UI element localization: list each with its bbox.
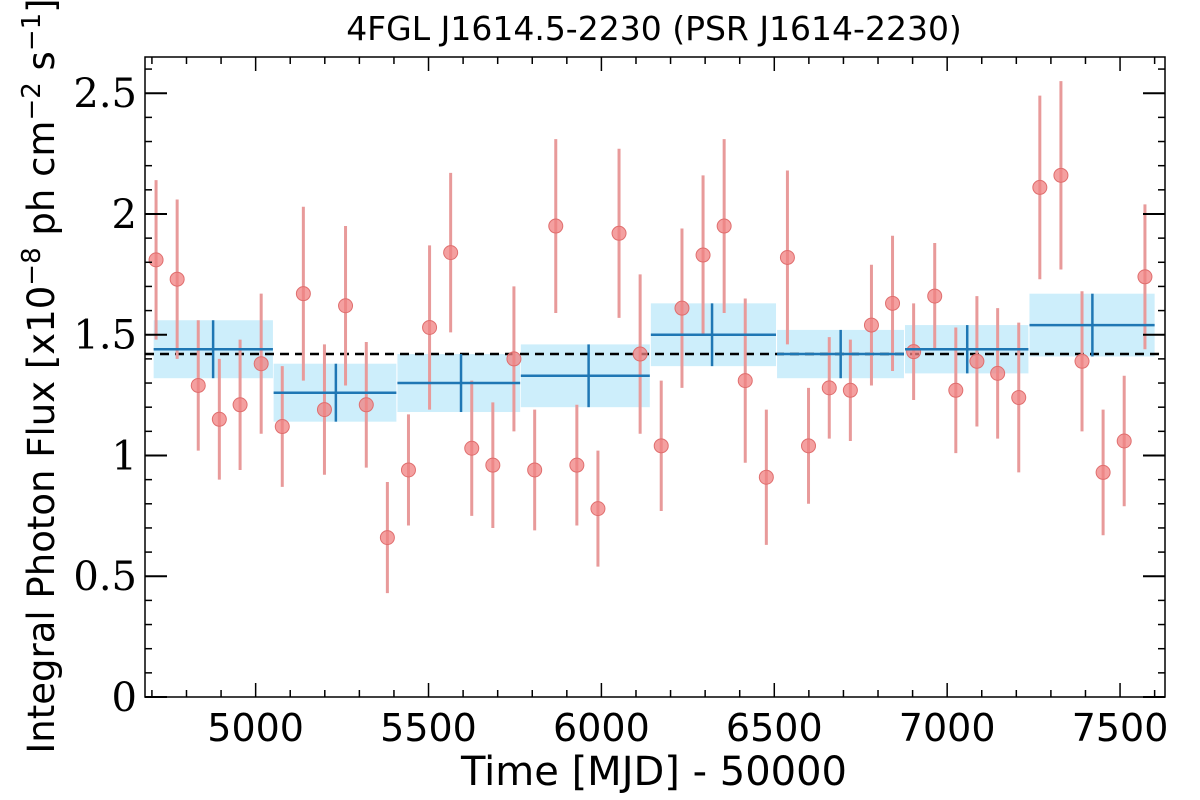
flux-point xyxy=(632,346,648,362)
flux-point xyxy=(253,356,269,372)
y-tick-label: 0.5 xyxy=(73,554,137,600)
flux-point xyxy=(1011,390,1027,406)
flux-point xyxy=(295,286,311,302)
y-axis-label-prefix: Integral Photon Flux [x10 xyxy=(20,286,63,754)
y-tick-label: 1 xyxy=(112,433,137,479)
flux-point xyxy=(464,440,480,456)
flux-point xyxy=(548,218,564,234)
flux-point xyxy=(1116,433,1132,449)
flux-point xyxy=(885,295,901,311)
chart-title: 4FGL J1614.5-2230 (PSR J1614-2230) xyxy=(346,9,962,48)
flux-point xyxy=(1032,179,1048,195)
y-axis-label: Integral Photon Flux [x10−8 ph cm−2 s−1] xyxy=(17,0,63,754)
flux-point xyxy=(758,469,774,485)
flux-point xyxy=(674,300,690,316)
flux-point xyxy=(927,288,943,304)
flux-point xyxy=(1095,464,1111,480)
x-tick-label: 7000 xyxy=(899,706,996,750)
x-tick-label: 7500 xyxy=(1072,706,1169,750)
y-axis-label-exp3: −1 xyxy=(17,13,47,51)
plot-frame xyxy=(144,56,1166,698)
flux-point xyxy=(842,382,858,398)
axes xyxy=(144,56,1166,698)
y-axis-label-exp2: −2 xyxy=(17,82,47,120)
flux-point xyxy=(716,218,732,234)
y-axis-label-suffix: ] xyxy=(20,0,63,13)
flux-point xyxy=(969,353,985,369)
flux-point xyxy=(1137,269,1153,285)
binned-flux-series xyxy=(153,293,1155,422)
flux-point xyxy=(169,271,185,287)
x-tick-label: 6500 xyxy=(726,706,823,750)
y-tick-label: 1.5 xyxy=(73,313,137,359)
flux-point xyxy=(737,373,753,389)
flux-point xyxy=(863,317,879,333)
flux-point xyxy=(506,351,522,367)
y-tick-label: 2 xyxy=(112,192,137,238)
flux-point xyxy=(400,462,416,478)
flux-point xyxy=(948,382,964,398)
flux-point xyxy=(338,298,354,314)
flux-point xyxy=(653,438,669,454)
x-axis-label: Time [MJD] - 50000 xyxy=(460,749,847,795)
x-tick-label: 6000 xyxy=(553,706,650,750)
flux-point xyxy=(590,501,606,517)
flux-point xyxy=(443,245,459,261)
flux-point xyxy=(611,225,627,241)
flux-point xyxy=(1074,353,1090,369)
flux-point xyxy=(801,438,817,454)
flux-point xyxy=(485,457,501,473)
flux-point xyxy=(779,249,795,265)
flux-point xyxy=(569,457,585,473)
flux-point xyxy=(821,380,837,396)
flux-point xyxy=(148,252,164,268)
flux-point xyxy=(527,462,543,478)
flux-point xyxy=(906,344,922,360)
y-axis-label-mid: ph cm xyxy=(20,121,63,248)
flux-point xyxy=(1053,167,1069,183)
flux-point xyxy=(211,411,227,427)
tick-labels: 5000 5500 6000 6500 7000 7500 0 0.5 1 1.5 2 2.5 xyxy=(73,71,1168,750)
y-tick-label: 0 xyxy=(112,675,137,721)
flux-point xyxy=(190,377,206,393)
flux-point xyxy=(422,319,438,335)
flux-point xyxy=(232,397,248,413)
flux-point xyxy=(274,419,290,435)
y-axis-label-exp1: −8 xyxy=(17,247,47,285)
y-tick-label: 2.5 xyxy=(73,71,137,117)
flux-point xyxy=(316,402,332,418)
x-tick-label: 5500 xyxy=(380,706,477,750)
flux-point xyxy=(695,247,711,263)
x-tick-label: 5000 xyxy=(207,706,304,750)
flux-point xyxy=(379,530,395,546)
flux-point xyxy=(990,365,1006,381)
y-axis-label-mid2: s xyxy=(20,51,63,82)
flux-point xyxy=(358,397,374,413)
